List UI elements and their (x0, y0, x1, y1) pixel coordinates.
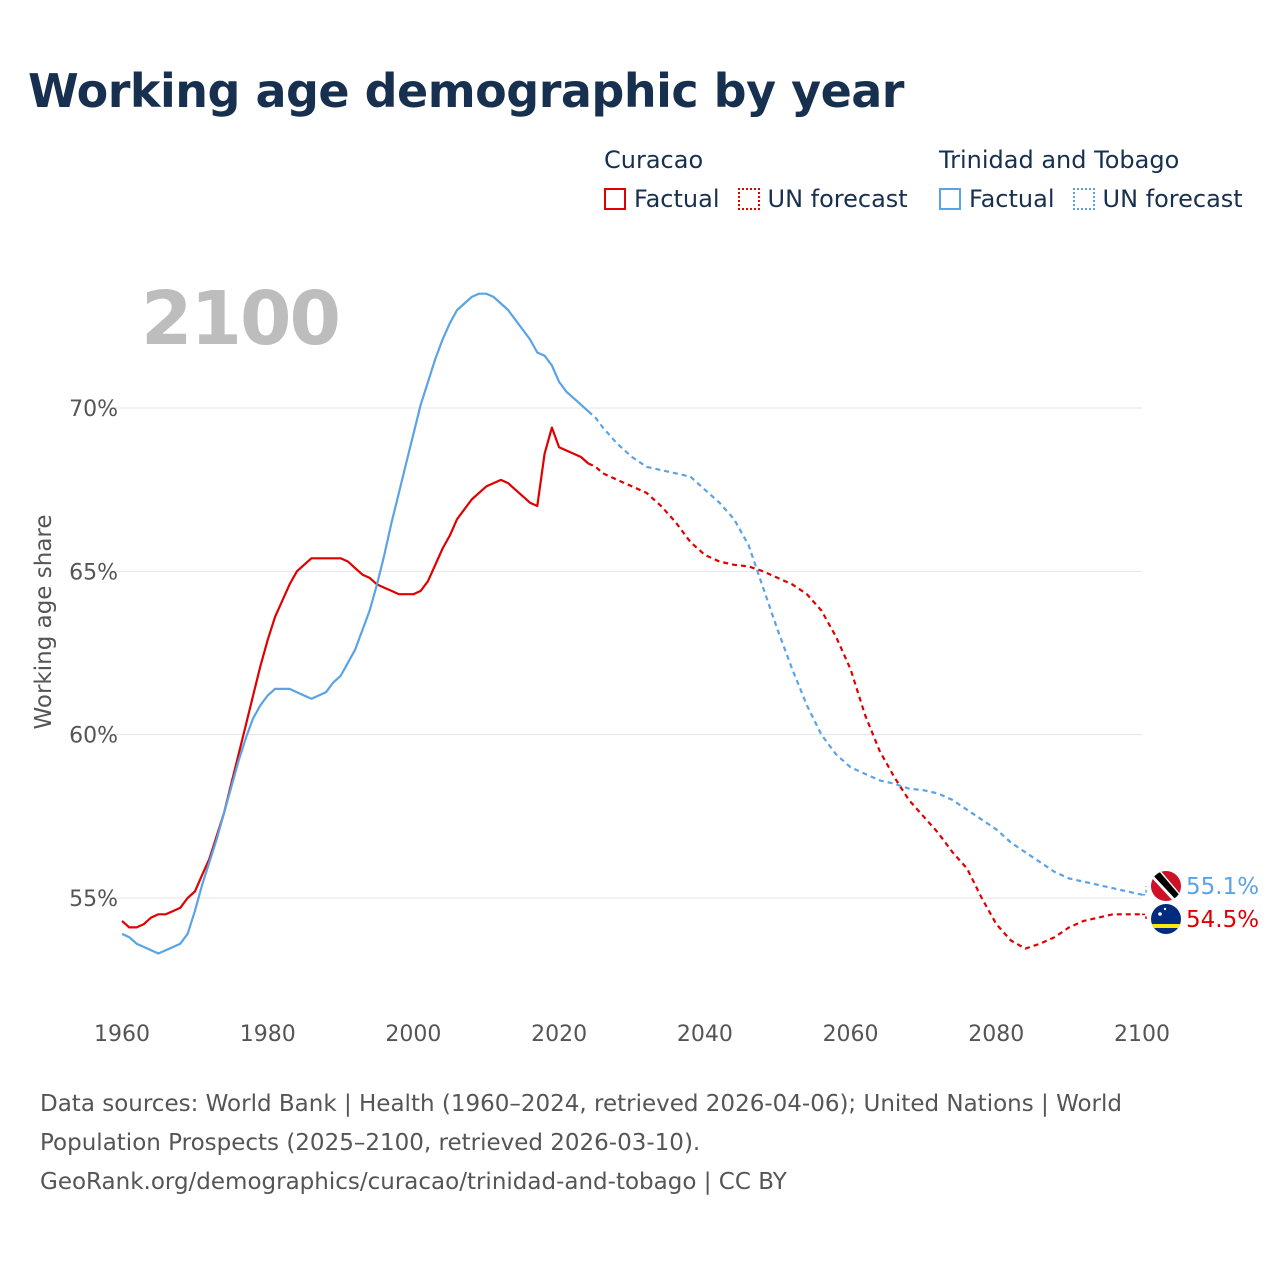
series-curacao-leader (1142, 913, 1147, 919)
legend-curacao-name: Curacao (604, 146, 704, 174)
legend-trinidad-factual[interactable]: Factual (939, 185, 1055, 213)
legend-curacao-forecast[interactable]: UN forecast (737, 185, 908, 213)
x-tick-label: 1980 (240, 1022, 296, 1047)
line-chart: 2100 55% 60% 65% 70% 1960 1980 2000 2020 2040 20… (31, 276, 1259, 1047)
legend-label: UN forecast (767, 185, 908, 213)
y-axis-label: Working age share (31, 514, 57, 729)
year-watermark: 2100 (141, 276, 339, 362)
legend-trinidad-name: Trinidad and Tobago (939, 146, 1180, 174)
legend-curacao: Curacao Factual UN forecast (604, 143, 926, 213)
grid-lines (98, 407, 1142, 899)
legend-swatch-solid (939, 188, 961, 210)
series-trinidad-and-tobago-factual (121, 292, 590, 955)
footer: Data sources: World Bank | Health (1960–… (40, 1085, 1220, 1202)
legend-curacao-factual[interactable]: Factual (604, 185, 720, 213)
series-trinidad-and-tobago-forecast (587, 410, 1143, 896)
y-tick-label: 60% (69, 724, 118, 749)
footer-sources-line2: Population Prospects (2025–2100, retriev… (40, 1130, 701, 1156)
legend-label: Factual (969, 185, 1055, 213)
y-tick-label: 70% (69, 397, 118, 422)
chart-title: Working age demographic by year (28, 64, 905, 118)
x-tick-label: 2060 (823, 1022, 879, 1047)
x-tick-label: 2100 (1114, 1022, 1170, 1047)
legend-swatch-solid (604, 188, 626, 210)
legend-label: Factual (634, 185, 720, 213)
legend-swatch-dotted (1072, 188, 1095, 210)
legend-trinidad-forecast[interactable]: UN forecast (1072, 185, 1243, 213)
series-curacao-forecast (587, 462, 1142, 950)
y-axis-ticks: 55% 60% 65% 70% (69, 397, 118, 912)
footer-link[interactable]: GeoRank.org/demographics/curacao/trinida… (40, 1169, 787, 1195)
legend-trinidad: Trinidad and Tobago Factual UN forecast (939, 143, 1261, 213)
end-label-trinidad: 55.1% (1186, 874, 1259, 900)
x-tick-label: 1960 (94, 1022, 150, 1047)
end-markers (1151, 871, 1181, 934)
x-tick-label: 2040 (677, 1022, 733, 1047)
end-label-curacao: 54.5% (1186, 907, 1259, 933)
series-lines (121, 292, 1147, 955)
x-tick-label: 2020 (531, 1022, 587, 1047)
series-trinidad-and-tobago-leader (1142, 886, 1147, 896)
series-curacao-factual (121, 426, 590, 929)
x-tick-label: 2080 (968, 1022, 1024, 1047)
trinidad-and-tobago-flag-icon (1151, 871, 1181, 901)
footer-sources-line1: Data sources: World Bank | Health (1960–… (40, 1091, 1122, 1117)
y-tick-label: 65% (69, 560, 118, 585)
legend-swatch-dotted (737, 188, 760, 210)
curacao-flag-icon (1151, 904, 1181, 934)
x-axis-ticks: 1960 1980 2000 2020 2040 2060 2080 2100 (94, 1022, 1170, 1047)
x-tick-label: 2000 (385, 1022, 441, 1047)
y-tick-label: 55% (69, 887, 118, 912)
legend-label: UN forecast (1102, 185, 1243, 213)
